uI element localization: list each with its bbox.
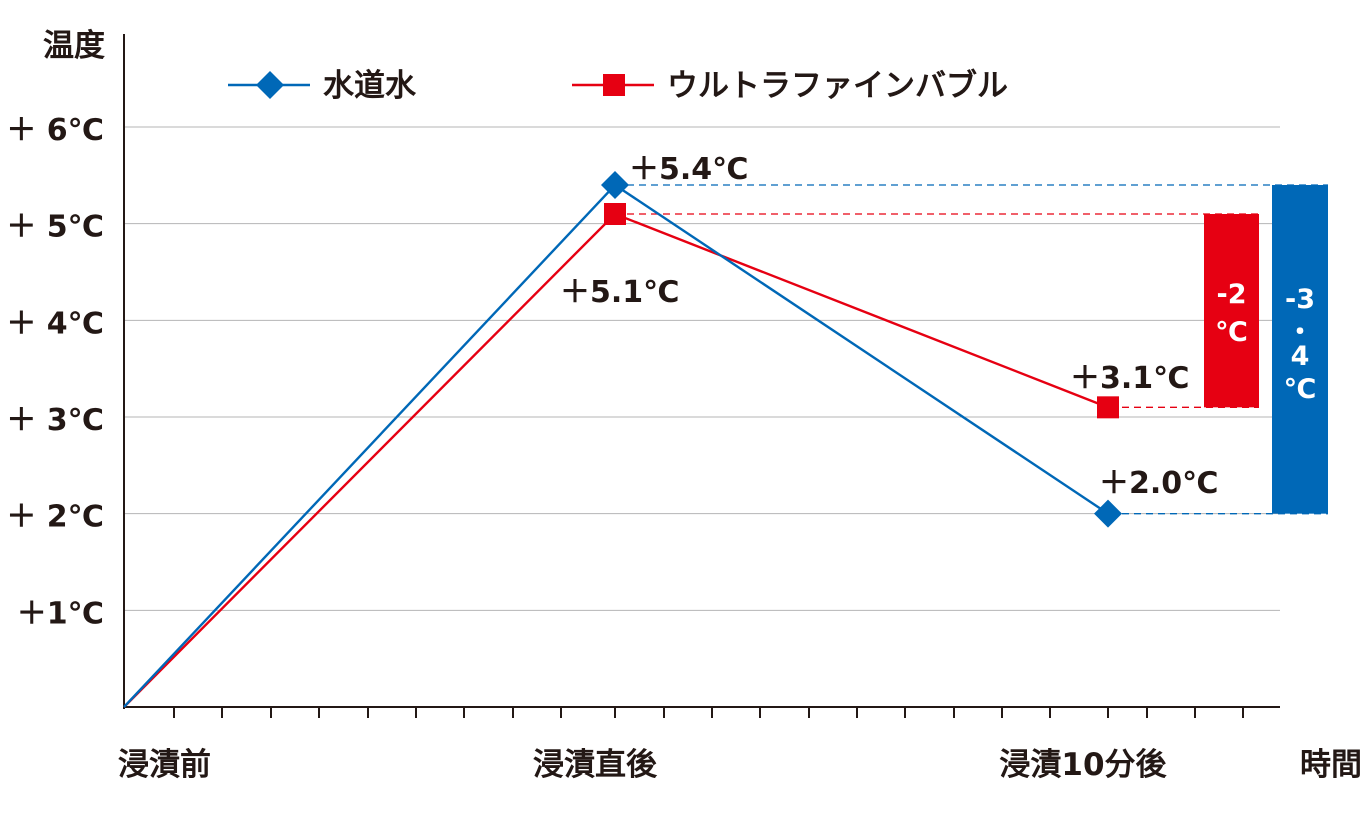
data-point-diamond	[601, 171, 629, 199]
data-label: ＋5.4℃	[629, 152, 748, 187]
data-label: ＋2.0℃	[1099, 466, 1218, 501]
difference-bars: -2℃-3・4℃	[1204, 185, 1328, 514]
data-label: ＋3.1℃	[1070, 361, 1189, 396]
difference-label: -3	[1285, 284, 1315, 315]
legend-square-marker	[603, 74, 625, 96]
axes	[123, 34, 1280, 718]
legend-diamond-marker	[256, 71, 284, 99]
y-axis-title: 温度	[43, 28, 105, 64]
difference-label: ℃	[1215, 317, 1248, 348]
y-tick-label: ＋ 4℃	[6, 306, 104, 341]
y-tick-label: ＋1℃	[17, 596, 104, 631]
series-lines	[123, 183, 1109, 708]
data-point-square	[604, 203, 626, 225]
x-tick-label: 浸漬10分後	[999, 747, 1167, 783]
difference-bar	[1204, 214, 1259, 408]
x-axis-title: 時間	[1300, 747, 1362, 783]
difference-label: ・	[1287, 317, 1314, 348]
data-point-square	[1097, 396, 1119, 419]
series-line	[123, 183, 1109, 708]
y-tick-label: ＋ 3℃	[6, 403, 104, 438]
data-markers	[601, 171, 1122, 528]
legend: 水道水 ウルトラファインバブル	[228, 68, 1008, 104]
x-tick-label: 浸漬前	[118, 747, 211, 783]
legend-label: 水道水	[323, 68, 417, 104]
y-tick-label: ＋ 5℃	[6, 210, 104, 245]
difference-bar	[1272, 185, 1328, 514]
data-label: ＋5.1℃	[560, 275, 679, 310]
difference-label: 4	[1291, 341, 1310, 372]
y-tick-label: ＋ 2℃	[6, 500, 104, 535]
difference-label: ℃	[1284, 374, 1317, 405]
legend-label: ウルトラファインバブル	[667, 68, 1008, 104]
y-tick-label: ＋ 6℃	[6, 113, 104, 148]
difference-label: -2	[1217, 279, 1247, 310]
guide-lines	[627, 184, 1328, 515]
x-tick-label: 浸漬直後	[533, 747, 658, 783]
data-point-diamond	[1094, 499, 1122, 528]
